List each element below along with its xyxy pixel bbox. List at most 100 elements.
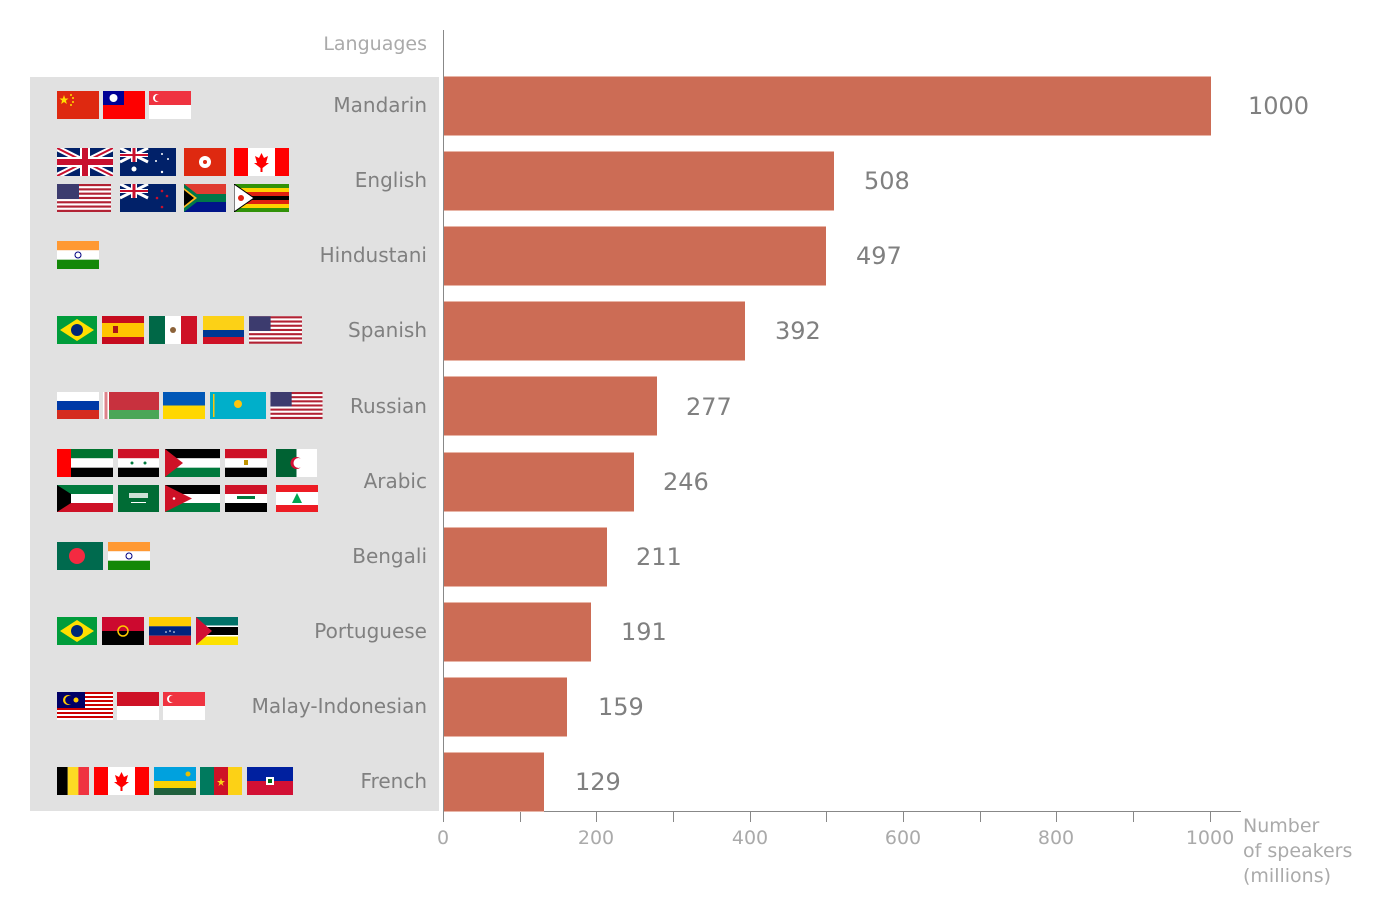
haiti-flag-icon: [247, 767, 293, 795]
bar-value: 508: [864, 167, 910, 195]
lebanon-flag-icon: [276, 485, 318, 512]
y-axis-title: Languages: [323, 33, 427, 55]
bar-malay-indonesian: [444, 677, 567, 737]
bar-bengali: [444, 527, 607, 587]
bar-arabic: [444, 452, 634, 512]
bar-hindustani: [444, 226, 826, 286]
brazil-flag-icon: [57, 617, 97, 645]
zimbabwe-flag-icon: [234, 184, 289, 212]
x-tick: [980, 812, 981, 822]
belgium-flag-icon: [57, 767, 89, 795]
x-axis-title-line: of speakers: [1243, 840, 1353, 862]
usa-flag-icon: [270, 392, 323, 419]
row-label-bengali: Bengali: [352, 544, 427, 568]
row-label-english: English: [354, 168, 427, 192]
china-flag-icon: [57, 91, 99, 119]
row-label-malay-indonesian: Malay-Indonesian: [251, 694, 427, 718]
indonesia-flag-icon: [117, 692, 159, 720]
x-tick-label: 200: [577, 827, 615, 849]
x-tick: [1210, 812, 1211, 822]
bangladesh-flag-icon: [57, 542, 103, 570]
x-tick: [826, 812, 827, 822]
row-label-hindustani: Hindustani: [319, 243, 427, 267]
bar-russian: [444, 376, 657, 436]
singapore-flag-icon: [163, 692, 205, 720]
x-tick: [596, 812, 597, 822]
uk-flag-icon: [57, 148, 113, 176]
x-tick: [1056, 812, 1057, 822]
x-axis-title: Number of speakers (millions): [1243, 814, 1352, 889]
bar-value: 191: [621, 618, 667, 646]
x-tick: [673, 812, 674, 822]
bar-spanish: [444, 301, 745, 361]
uae-flag-icon: [57, 449, 113, 477]
ukraine-flag-icon: [163, 392, 205, 419]
new-zealand-flag-icon: [120, 184, 176, 212]
usa-flag-icon: [249, 316, 302, 344]
cameroon-flag-icon: [200, 767, 242, 795]
usa-flag-icon: [57, 184, 111, 212]
row-label-arabic: Arabic: [363, 469, 427, 493]
row-label-portuguese: Portuguese: [314, 619, 427, 643]
bar-value: 497: [856, 242, 902, 270]
canada-flag-icon: [234, 148, 289, 176]
taiwan-flag-icon: [103, 91, 145, 119]
russia-flag-icon: [57, 392, 99, 419]
x-axis-title-line: (millions): [1243, 865, 1332, 887]
bar-value: 1000: [1248, 92, 1310, 120]
bar-mandarin: [444, 76, 1211, 136]
syria-flag-icon: [118, 449, 159, 477]
x-tick: [443, 812, 444, 822]
x-tick-label: 400: [731, 827, 769, 849]
x-axis-line: [443, 811, 1241, 812]
bar-portuguese: [444, 602, 591, 662]
row-label-spanish: Spanish: [348, 318, 427, 342]
kazakhstan-flag-icon: [210, 392, 266, 419]
bar-value: 129: [575, 768, 621, 796]
egypt-flag-icon: [225, 449, 267, 477]
x-tick-label: 1000: [1185, 827, 1235, 849]
malaysia-flag-icon: [57, 692, 113, 720]
x-tick: [750, 812, 751, 822]
y-axis-line: [443, 30, 444, 812]
canada-flag-icon: [94, 767, 149, 795]
algeria-flag-icon: [276, 449, 317, 477]
india-flag-icon: [108, 542, 150, 570]
angola-flag-icon: [102, 617, 144, 645]
row-label-russian: Russian: [349, 394, 427, 418]
x-tick-label: 0: [436, 827, 450, 849]
rwanda-flag-icon: [154, 767, 196, 795]
bar-english: [444, 151, 834, 211]
x-axis-title-line: Number: [1243, 815, 1320, 837]
saudi-arabia-flag-icon: [118, 485, 159, 512]
bar-french: [444, 752, 544, 812]
venezuela-flag-icon: [149, 617, 191, 645]
australia-flag-icon: [120, 148, 176, 176]
kuwait-flag-icon: [57, 485, 113, 512]
south-africa-flag-icon: [184, 184, 226, 212]
bar-value: 277: [686, 393, 732, 421]
iraq-flag-icon: [225, 485, 267, 512]
x-tick: [903, 812, 904, 822]
brazil-flag-icon: [57, 316, 97, 344]
row-label-french: French: [360, 769, 427, 793]
bar-value: 159: [598, 693, 644, 721]
row-label-mandarin: Mandarin: [333, 93, 427, 117]
mozambique-flag-icon: [196, 617, 238, 645]
belarus-flag-icon: [103, 392, 159, 419]
india-flag-icon: [57, 241, 99, 269]
hong-kong-flag-icon: [184, 148, 226, 176]
colombia-flag-icon: [203, 316, 244, 344]
singapore-flag-icon: [149, 91, 191, 119]
x-tick-label: 600: [884, 827, 922, 849]
bar-value: 211: [636, 543, 682, 571]
jordan-flag-icon: [165, 485, 220, 512]
bar-value: 392: [775, 317, 821, 345]
mexico-flag-icon: [149, 316, 197, 344]
palestine-flag-icon: [165, 449, 220, 477]
x-tick: [1133, 812, 1134, 822]
spain-flag-icon: [102, 316, 144, 344]
bar-value: 246: [663, 468, 709, 496]
x-tick: [520, 812, 521, 822]
x-tick-label: 800: [1037, 827, 1075, 849]
